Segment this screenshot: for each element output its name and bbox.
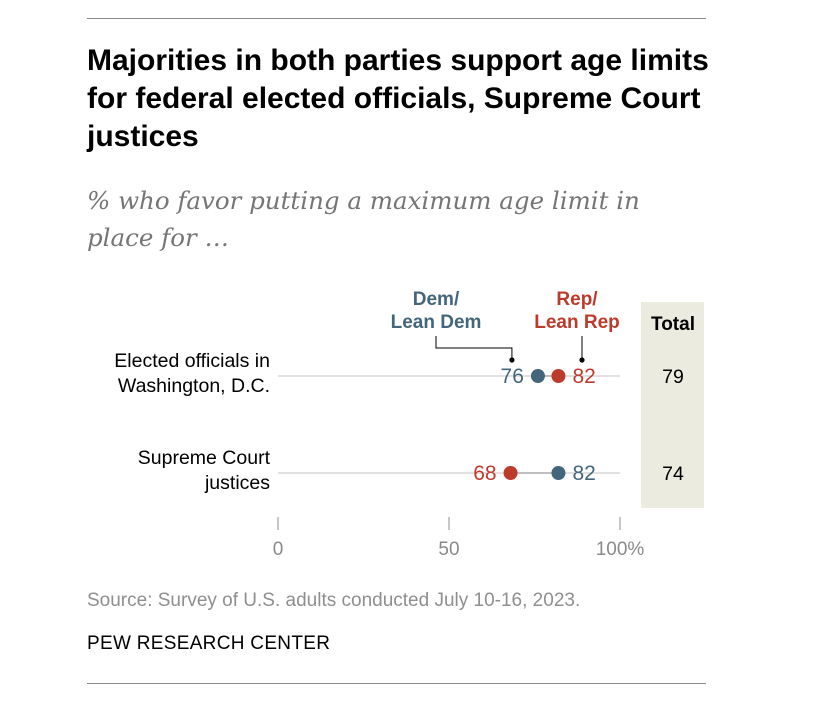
dem-value-label: 76	[501, 365, 524, 388]
axis-tick-label: 0	[273, 539, 284, 560]
dem-dot	[530, 369, 545, 383]
legend-dem: Dem/Lean Dem	[391, 289, 482, 333]
source-note: Source: Survey of U.S. adults conducted …	[87, 590, 581, 611]
legend-rep: Rep/Lean Rep	[534, 289, 620, 333]
axis-tick-label: 100%	[596, 539, 645, 560]
rep-value-label: 68	[473, 462, 496, 485]
legend-dem-leader	[435, 336, 513, 360]
category-label: Supreme Court justices	[138, 447, 271, 494]
rep-dot	[503, 466, 518, 480]
bottom-rule	[87, 683, 706, 684]
rep-dot	[551, 369, 566, 383]
legend-total: Total	[651, 314, 695, 335]
total-value: 79	[662, 366, 684, 388]
total-value: 74	[662, 463, 684, 485]
chart-subtitle: % who favor putting a maximum age limit …	[87, 186, 640, 252]
total-column-bg	[641, 302, 704, 508]
top-rule	[87, 18, 706, 19]
axis-tick-label: 50	[438, 539, 459, 560]
dem-value-label: 82	[572, 462, 595, 485]
brand-label: PEW RESEARCH CENTER	[87, 633, 331, 654]
rep-value-label: 82	[572, 365, 595, 388]
dem-dot	[551, 466, 566, 480]
category-label: Elected officials in Washington, D.C.	[114, 350, 270, 397]
legend-rep-leader-dot	[579, 357, 585, 363]
chart-title: Majorities in both parties support age l…	[87, 44, 709, 153]
legend-dem-leader-dot	[509, 357, 515, 363]
